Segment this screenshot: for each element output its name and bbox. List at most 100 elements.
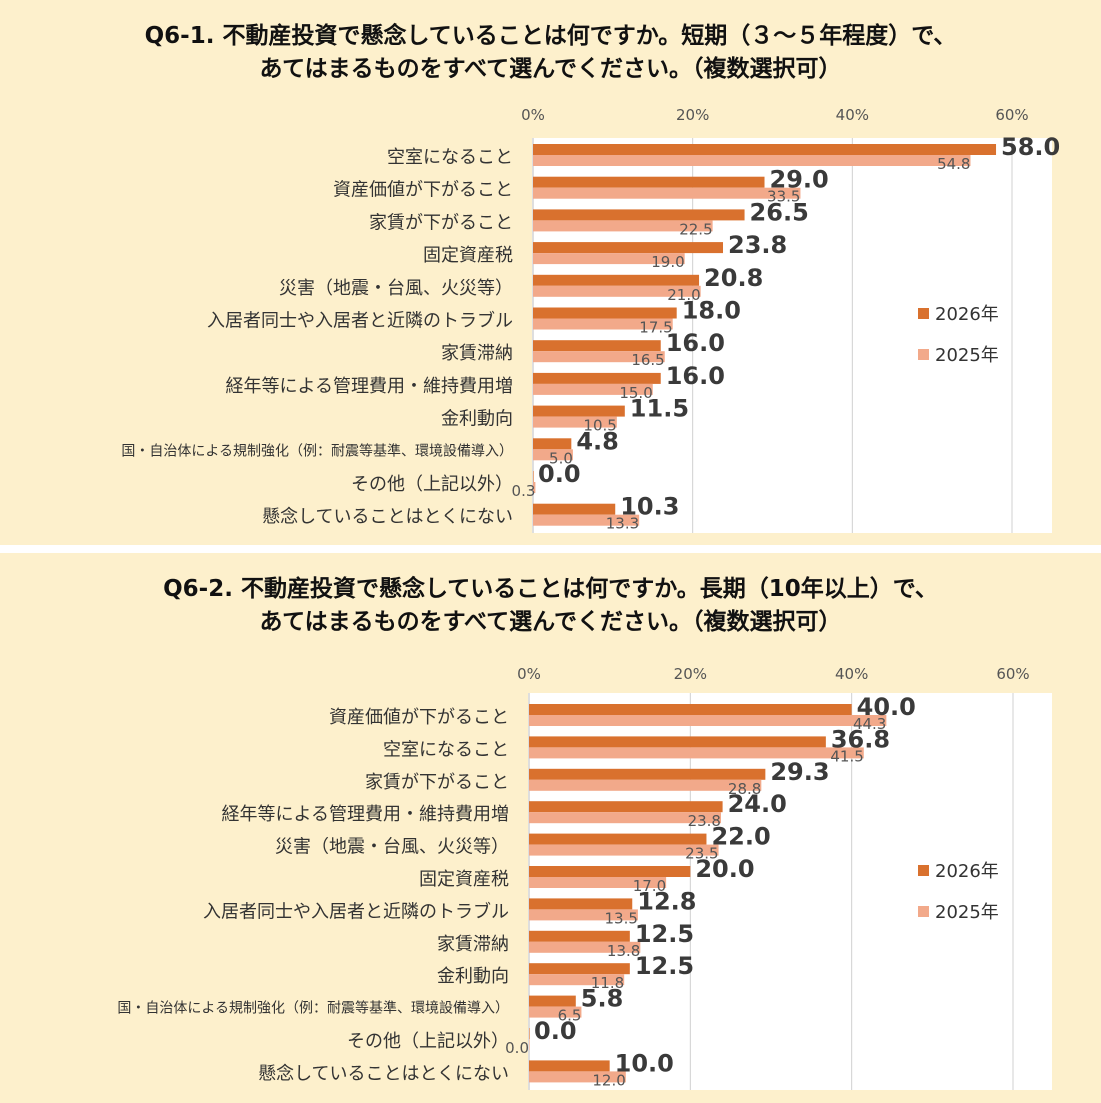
- data-label-2026: 18.0: [682, 297, 741, 325]
- bar-2025: [533, 383, 653, 395]
- bar-2026: [533, 307, 677, 319]
- data-label-2026: 16.0: [666, 362, 725, 390]
- data-label-2025: 17.5: [639, 319, 672, 337]
- category-label: 災害（地震・台風、火災等）: [275, 837, 509, 858]
- bar-2025: [533, 187, 801, 199]
- data-label-2025: 22.5: [679, 220, 712, 238]
- legend-label-2026: 2026年: [935, 304, 999, 325]
- bar-2026: [533, 209, 745, 221]
- bar-2026: [533, 144, 997, 155]
- data-label-2025: 19.0: [651, 253, 684, 271]
- chart-panel-short-term: Q6-1. 不動産投資で懸念していることは何ですか。短期（３～５年程度）で、 あ…: [0, 0, 1101, 545]
- data-label-2026: 0.0: [538, 460, 581, 488]
- bar-2025: [529, 1071, 626, 1083]
- data-label-2025: 10.5: [583, 417, 616, 435]
- data-label-2026: 12.5: [635, 952, 694, 980]
- category-label: 国・自治体による規制強化（例：耐震等基準、環境設備導入）: [121, 442, 513, 459]
- data-label-2026: 20.0: [695, 855, 754, 883]
- bar-2026: [529, 704, 852, 715]
- data-label-2026: 12.8: [637, 887, 696, 915]
- category-label: 入居者同士や入居者と近隣のトラブル: [207, 310, 513, 332]
- plot-area: [532, 138, 1052, 533]
- data-label-2025: 13.5: [604, 909, 637, 927]
- x-tick-label: 40%: [835, 665, 868, 683]
- data-label-2025: 0.0: [505, 1039, 529, 1057]
- category-label: 家賃が下がること: [365, 772, 509, 793]
- category-label: 懸念していることはとくにない: [262, 506, 513, 528]
- bar-2026: [533, 176, 765, 188]
- bar-2025: [529, 747, 864, 759]
- data-label-2025: 11.8: [591, 974, 624, 992]
- chart-panel-long-term: Q6-2. 不動産投資で懸念していることは何ですか。長期（10年以上）で、 あて…: [0, 553, 1101, 1103]
- category-label: 資産価値が下がること: [329, 707, 509, 728]
- bar-2025: [533, 155, 971, 166]
- data-label-2026: 58.0: [1001, 133, 1060, 161]
- category-label: 固定資産税: [423, 245, 513, 266]
- bar-2026: [529, 768, 766, 780]
- category-label: 空室になること: [387, 147, 513, 168]
- data-label-2025: 33.5: [767, 188, 800, 206]
- bar-2025: [529, 812, 721, 824]
- data-label-2026: 10.0: [615, 1049, 674, 1077]
- category-label: 固定資産税: [419, 869, 509, 890]
- bar-2026: [533, 242, 724, 254]
- data-label-2026: 36.8: [831, 725, 890, 753]
- data-label-2025: 13.3: [606, 515, 639, 533]
- bar-2025: [533, 482, 536, 493]
- data-label-2025: 28.8: [728, 780, 761, 798]
- bar-2025: [529, 844, 719, 856]
- chart-title-line-2: あてはまるものをすべて選んでください。（複数選択可）: [259, 609, 842, 635]
- bar-chart-short-term: 0% 20% 40% 60% 空室になること 58.0 54.8 資産価値が下がること 29.0…: [121, 106, 1060, 533]
- data-label-2026: 10.3: [620, 493, 679, 521]
- bar-chart-long-term: 0% 20% 40% 60% 資産価値が下がること 40.044.3 空室になること 36.8…: [117, 665, 1030, 1090]
- data-label-2025: 54.8: [937, 155, 970, 173]
- x-tick-label: 40%: [836, 106, 869, 124]
- bar-2026: [529, 898, 633, 910]
- bar-2026: [529, 963, 630, 975]
- category-label: 金利動向: [441, 409, 513, 430]
- bar-2025: [529, 974, 625, 986]
- data-label-2025: 23.8: [688, 812, 721, 830]
- data-label-2025: 5.0: [549, 449, 573, 467]
- bar-2026: [533, 274, 700, 286]
- bar-2025: [529, 909, 638, 921]
- data-label-2025: 6.5: [558, 1007, 582, 1025]
- category-label: 経年等による管理費用・維持費用増: [222, 804, 509, 825]
- bar-2025: [529, 877, 667, 888]
- bar-2025: [529, 941, 641, 953]
- plot-area: [528, 693, 1052, 1090]
- bar-2026: [529, 1060, 610, 1072]
- bar-2025: [533, 318, 673, 330]
- data-label-2025: 13.8: [607, 942, 640, 960]
- legend-swatch-2025: [918, 349, 929, 360]
- category-label: 懸念していることはとくにない: [258, 1062, 509, 1084]
- x-tick-label: 20%: [676, 106, 709, 124]
- x-tick-label: 20%: [674, 665, 707, 683]
- data-label-2025: 12.0: [592, 1071, 625, 1089]
- legend-label-2025: 2025年: [935, 345, 999, 366]
- data-label-2026: 16.0: [666, 329, 725, 357]
- data-label-2025: 16.5: [631, 351, 664, 369]
- category-label: その他（上記以外）: [351, 474, 513, 495]
- legend-swatch-2025: [918, 906, 929, 917]
- chart-title: Q6-2. 不動産投資で懸念していることは何ですか。長期（10年以上）で、 あて…: [0, 573, 1101, 639]
- data-label-2026: 0.0: [534, 1017, 577, 1045]
- bar-2025: [533, 351, 665, 363]
- bar-2025: [533, 220, 713, 232]
- bar-2026: [529, 801, 723, 813]
- data-label-2026: 26.5: [750, 198, 809, 226]
- legend-swatch-2026: [918, 308, 929, 319]
- bar-2025: [529, 1039, 530, 1050]
- data-label-2026: 20.8: [704, 264, 763, 292]
- category-label: 家賃滞納: [441, 343, 513, 364]
- category-label: 資産価値が下がること: [333, 180, 513, 201]
- data-label-2026: 11.5: [630, 395, 689, 423]
- legend-swatch-2026: [918, 865, 929, 876]
- bar-2025: [533, 514, 640, 526]
- bar-2025: [533, 416, 617, 428]
- bar-2025: [529, 779, 762, 791]
- category-label: 入居者同士や入居者と近隣のトラブル: [203, 900, 509, 922]
- bar-2025: [529, 715, 887, 726]
- data-label-2026: 23.8: [728, 231, 787, 259]
- bar-2026: [529, 736, 826, 748]
